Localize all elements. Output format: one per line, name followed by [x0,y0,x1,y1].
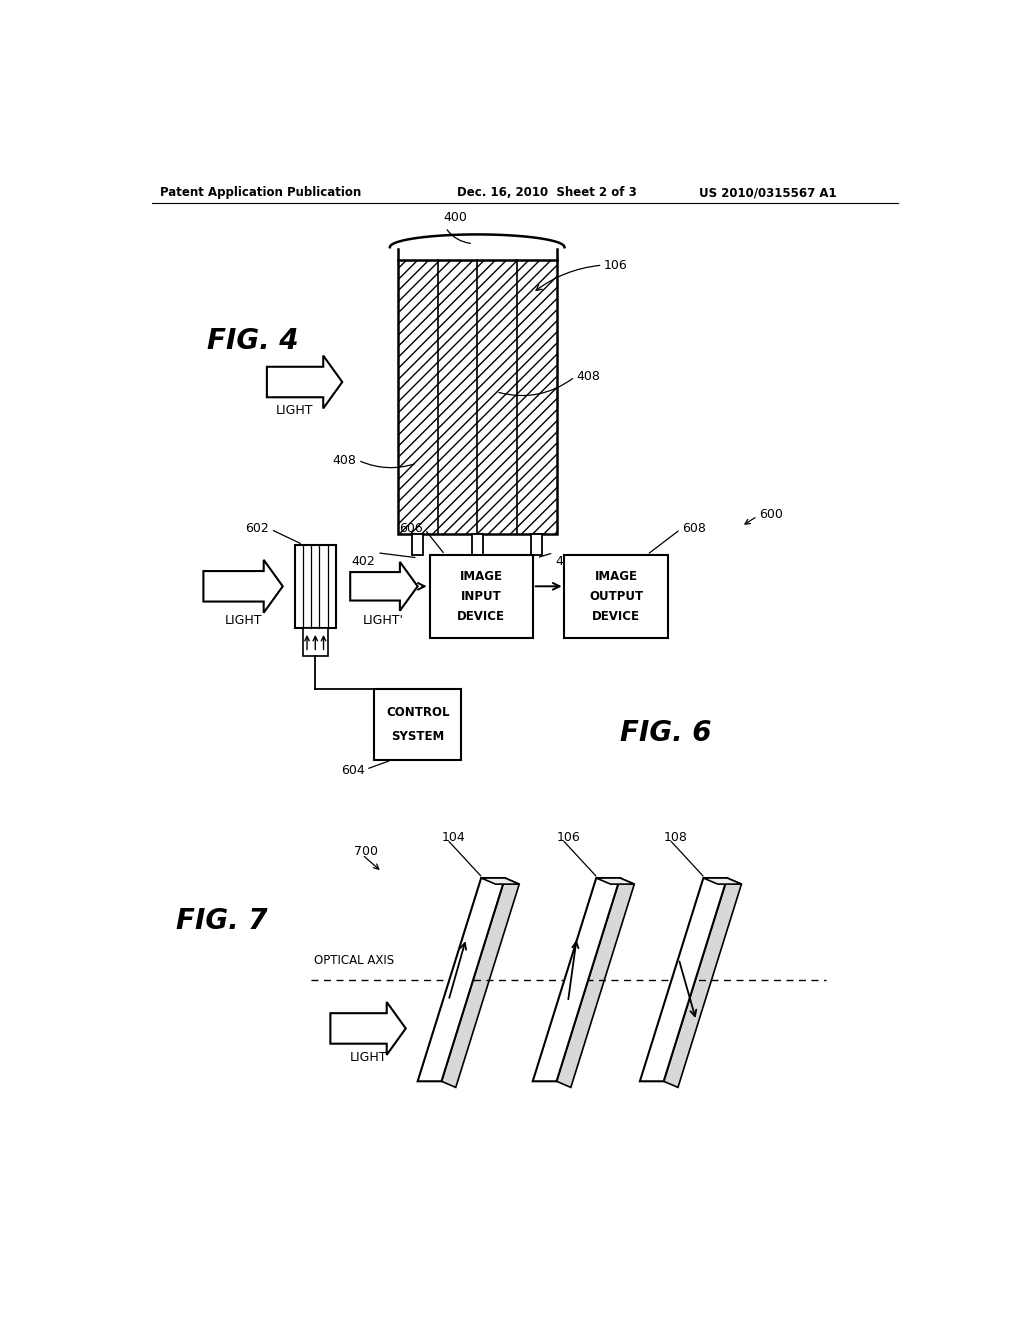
Polygon shape [703,878,741,884]
Text: 400: 400 [443,211,468,224]
Text: LIGHT: LIGHT [350,1051,387,1064]
Text: 408: 408 [333,454,356,467]
Bar [374,689,461,760]
Text: 108: 108 [664,830,687,843]
Polygon shape [204,560,283,612]
Polygon shape [532,878,620,1081]
Polygon shape [640,878,727,1081]
Text: OUTPUT: OUTPUT [589,590,643,603]
Text: 404: 404 [462,565,485,578]
Text: 106: 106 [557,830,581,843]
Text: 600: 600 [759,508,782,520]
Text: DEVICE: DEVICE [457,610,505,623]
Text: DEVICE: DEVICE [592,610,640,623]
Bar [412,535,423,554]
Text: 608: 608 [682,521,706,535]
Text: 604: 604 [341,764,365,776]
Polygon shape [267,355,342,408]
Polygon shape [350,562,418,611]
Text: Patent Application Publication: Patent Application Publication [160,186,361,199]
Text: 700: 700 [354,845,378,858]
Bar [303,628,328,656]
Text: INPUT: INPUT [461,590,502,603]
Text: US 2010/0315567 A1: US 2010/0315567 A1 [699,186,837,199]
Text: Dec. 16, 2010  Sheet 2 of 3: Dec. 16, 2010 Sheet 2 of 3 [458,186,637,199]
Bar [564,554,668,638]
Text: FIG. 4: FIG. 4 [207,327,299,355]
Bar [295,545,336,628]
Text: 602: 602 [246,521,269,535]
Polygon shape [556,878,634,1088]
Text: FIG. 7: FIG. 7 [176,907,267,935]
Text: LIGHT': LIGHT' [364,614,404,627]
Polygon shape [441,878,519,1088]
Text: 104: 104 [441,830,465,843]
Polygon shape [664,878,741,1088]
Text: FIG. 6: FIG. 6 [620,718,712,747]
Text: 402: 402 [352,554,376,568]
Polygon shape [418,878,505,1081]
Text: IMAGE: IMAGE [460,570,503,582]
Polygon shape [596,878,634,884]
Bar [472,535,482,554]
Text: 406: 406 [555,554,579,568]
Text: 606: 606 [399,521,423,535]
Text: SYSTEM: SYSTEM [391,730,444,743]
Bar [430,554,532,638]
Bar [531,535,543,554]
Text: 106: 106 [604,259,628,272]
Text: IMAGE: IMAGE [595,570,638,582]
Polygon shape [481,878,519,884]
Polygon shape [331,1002,406,1055]
Text: CONTROL: CONTROL [386,706,450,719]
Bar [397,260,557,535]
Text: LIGHT: LIGHT [275,404,313,417]
Text: OPTICAL AXIS: OPTICAL AXIS [314,954,394,968]
Text: LIGHT: LIGHT [224,614,262,627]
Text: 408: 408 [577,371,600,383]
